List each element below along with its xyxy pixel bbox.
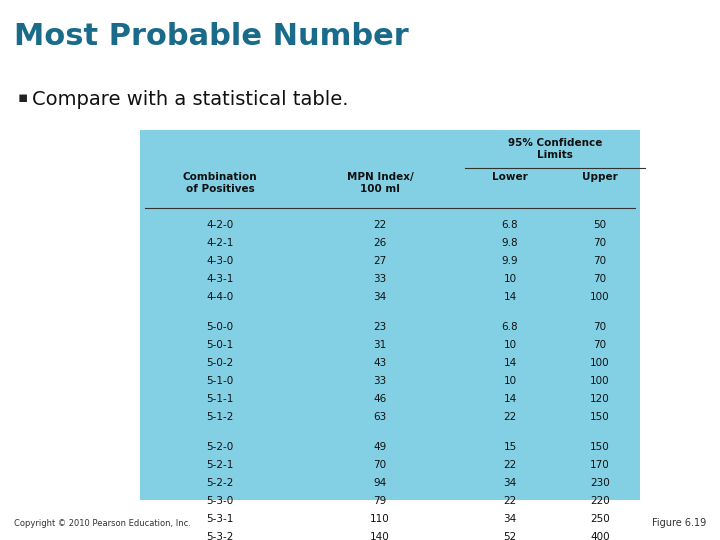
Text: 4-4-0: 4-4-0: [207, 292, 233, 302]
Text: 14: 14: [503, 292, 517, 302]
Text: 250: 250: [590, 514, 610, 524]
Text: 100: 100: [590, 292, 610, 302]
Text: 49: 49: [374, 442, 387, 452]
Text: 26: 26: [374, 238, 387, 248]
Text: Upper: Upper: [582, 172, 618, 182]
Text: 100: 100: [590, 358, 610, 368]
Text: 70: 70: [593, 274, 606, 284]
Text: 5-2-0: 5-2-0: [207, 442, 233, 452]
Text: 70: 70: [593, 238, 606, 248]
Text: 5-3-2: 5-3-2: [207, 532, 234, 540]
Text: 9.8: 9.8: [502, 238, 518, 248]
Text: 22: 22: [503, 412, 517, 422]
Text: MPN Index/
100 ml: MPN Index/ 100 ml: [346, 172, 413, 194]
Text: 27: 27: [374, 256, 387, 266]
Text: 22: 22: [503, 496, 517, 506]
Text: 33: 33: [374, 376, 387, 386]
Text: 10: 10: [503, 376, 516, 386]
Text: Most Probable Number: Most Probable Number: [14, 22, 409, 51]
Text: 9.9: 9.9: [502, 256, 518, 266]
Text: 70: 70: [593, 340, 606, 350]
Text: 140: 140: [370, 532, 390, 540]
Text: 100: 100: [590, 376, 610, 386]
Bar: [140, 130, 640, 500]
Text: 4-2-0: 4-2-0: [207, 220, 233, 230]
Text: 50: 50: [593, 220, 606, 230]
Text: 31: 31: [374, 340, 387, 350]
Text: 5-2-2: 5-2-2: [207, 478, 234, 488]
Text: 70: 70: [593, 322, 606, 332]
Text: Figure 6.19: Figure 6.19: [652, 518, 706, 528]
Text: 5-3-1: 5-3-1: [207, 514, 234, 524]
Text: 5-0-1: 5-0-1: [207, 340, 233, 350]
Text: 34: 34: [503, 478, 517, 488]
Text: 10: 10: [503, 274, 516, 284]
Text: 22: 22: [374, 220, 387, 230]
Text: 4-3-0: 4-3-0: [207, 256, 233, 266]
Text: 14: 14: [503, 394, 517, 404]
Text: 5-0-2: 5-0-2: [207, 358, 233, 368]
Text: 34: 34: [503, 514, 517, 524]
Text: 95% Confidence
Limits: 95% Confidence Limits: [508, 138, 602, 160]
Text: 33: 33: [374, 274, 387, 284]
Text: 23: 23: [374, 322, 387, 332]
Text: 70: 70: [374, 460, 387, 470]
Text: 150: 150: [590, 442, 610, 452]
Text: 120: 120: [590, 394, 610, 404]
Text: 15: 15: [503, 442, 517, 452]
Text: 5-2-1: 5-2-1: [207, 460, 234, 470]
Text: 70: 70: [593, 256, 606, 266]
Text: 4-3-1: 4-3-1: [207, 274, 234, 284]
Text: 110: 110: [370, 514, 390, 524]
Text: 5-0-0: 5-0-0: [207, 322, 233, 332]
Text: 43: 43: [374, 358, 387, 368]
Text: 34: 34: [374, 292, 387, 302]
Text: Lower: Lower: [492, 172, 528, 182]
Text: 5-1-2: 5-1-2: [207, 412, 234, 422]
Text: 5-1-0: 5-1-0: [207, 376, 233, 386]
Text: 6.8: 6.8: [502, 220, 518, 230]
Text: 5-3-0: 5-3-0: [207, 496, 233, 506]
Text: Compare with a statistical table.: Compare with a statistical table.: [32, 90, 348, 109]
Text: 170: 170: [590, 460, 610, 470]
Text: 46: 46: [374, 394, 387, 404]
Text: ▪: ▪: [18, 90, 28, 105]
Text: 400: 400: [590, 532, 610, 540]
Text: 150: 150: [590, 412, 610, 422]
Text: Copyright © 2010 Pearson Education, Inc.: Copyright © 2010 Pearson Education, Inc.: [14, 519, 191, 528]
Text: 94: 94: [374, 478, 387, 488]
Text: 6.8: 6.8: [502, 322, 518, 332]
Text: 220: 220: [590, 496, 610, 506]
Text: 5-1-1: 5-1-1: [207, 394, 234, 404]
Text: 79: 79: [374, 496, 387, 506]
Text: 4-2-1: 4-2-1: [207, 238, 234, 248]
Text: 52: 52: [503, 532, 517, 540]
Text: 14: 14: [503, 358, 517, 368]
Text: 230: 230: [590, 478, 610, 488]
Text: 22: 22: [503, 460, 517, 470]
Text: 10: 10: [503, 340, 516, 350]
Text: Combination
of Positives: Combination of Positives: [183, 172, 257, 194]
Text: 63: 63: [374, 412, 387, 422]
